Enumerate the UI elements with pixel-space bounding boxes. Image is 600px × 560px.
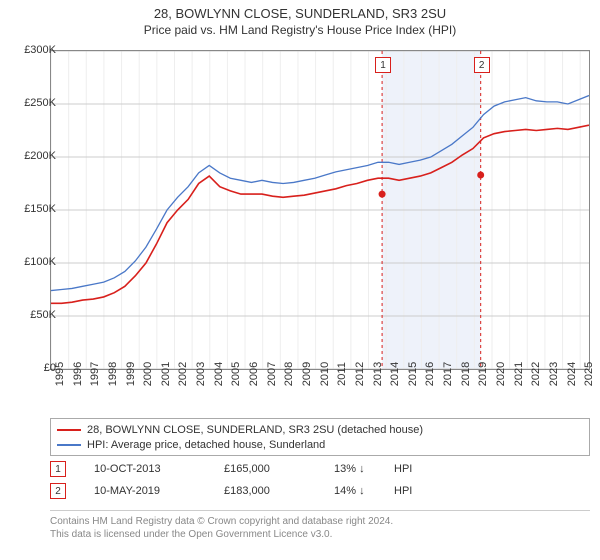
x-tick-label: 2024 (566, 362, 578, 386)
y-tick-label: £50K (30, 309, 56, 321)
x-tick-label: 2018 (460, 362, 472, 386)
chart-subtitle: Price paid vs. HM Land Registry's House … (0, 21, 600, 41)
x-tick-label: 2008 (283, 362, 295, 386)
event-row: 2 10-MAY-2019£183,00014% ↓HPI (50, 480, 590, 502)
x-tick-label: 2022 (530, 362, 542, 386)
x-tick-label: 2019 (477, 362, 489, 386)
legend-item: 28, BOWLYNN CLOSE, SUNDERLAND, SR3 2SU (… (57, 422, 583, 437)
event-date: 10-MAY-2019 (94, 485, 224, 497)
legend: 28, BOWLYNN CLOSE, SUNDERLAND, SR3 2SU (… (50, 418, 590, 456)
footer-line1: Contains HM Land Registry data © Crown c… (50, 515, 590, 528)
x-tick-label: 2025 (583, 362, 595, 386)
x-tick-label: 2004 (213, 362, 225, 386)
event-price: £165,000 (224, 463, 334, 475)
y-tick-label: £100K (24, 256, 56, 268)
x-tick-label: 2009 (301, 362, 313, 386)
x-tick-label: 2014 (389, 362, 401, 386)
marker-badge: 2 (474, 57, 490, 73)
event-row: 1 10-OCT-2013£165,00013% ↓HPI (50, 458, 590, 480)
legend-label: HPI: Average price, detached house, Sund… (87, 439, 325, 451)
y-tick-label: £300K (24, 44, 56, 56)
x-tick-label: 2000 (142, 362, 154, 386)
x-tick-label: 1998 (107, 362, 119, 386)
event-badge: 2 (50, 483, 66, 499)
event-badge: 1 (50, 461, 66, 477)
event-table: 1 10-OCT-2013£165,00013% ↓HPI 2 10-MAY-2019… (50, 458, 590, 502)
plot-svg (51, 51, 589, 369)
legend-item: HPI: Average price, detached house, Sund… (57, 437, 583, 452)
x-tick-label: 2003 (195, 362, 207, 386)
y-tick-label: £250K (24, 97, 56, 109)
x-tick-label: 2001 (160, 362, 172, 386)
chart-title: 28, BOWLYNN CLOSE, SUNDERLAND, SR3 2SU (0, 0, 600, 21)
x-tick-label: 2007 (266, 362, 278, 386)
x-tick-label: 2020 (495, 362, 507, 386)
x-tick-label: 2015 (407, 362, 419, 386)
y-tick-label: £200K (24, 150, 56, 162)
x-tick-label: 2006 (248, 362, 260, 386)
chart-container: 28, BOWLYNN CLOSE, SUNDERLAND, SR3 2SU P… (0, 0, 600, 560)
legend-swatch (57, 444, 81, 446)
legend-swatch (57, 429, 81, 431)
event-note: HPI (394, 485, 412, 497)
plot-area: 12 (50, 50, 590, 370)
event-note: HPI (394, 463, 412, 475)
x-tick-label: 2010 (319, 362, 331, 386)
event-pct: 14% ↓ (334, 485, 394, 497)
x-tick-label: 2012 (354, 362, 366, 386)
marker-badge: 1 (375, 57, 391, 73)
x-tick-label: 2016 (424, 362, 436, 386)
x-tick-label: 2005 (230, 362, 242, 386)
x-tick-label: 1997 (89, 362, 101, 386)
event-pct: 13% ↓ (334, 463, 394, 475)
legend-label: 28, BOWLYNN CLOSE, SUNDERLAND, SR3 2SU (… (87, 424, 423, 436)
x-tick-label: 1995 (54, 362, 66, 386)
event-date: 10-OCT-2013 (94, 463, 224, 475)
footer-line2: This data is licensed under the Open Gov… (50, 528, 590, 541)
x-tick-label: 2011 (336, 362, 348, 386)
x-tick-label: 1996 (72, 362, 84, 386)
x-tick-label: 2002 (177, 362, 189, 386)
y-tick-label: £150K (24, 203, 56, 215)
x-tick-label: 2023 (548, 362, 560, 386)
event-price: £183,000 (224, 485, 334, 497)
x-tick-label: 2017 (442, 362, 454, 386)
x-tick-label: 2013 (372, 362, 384, 386)
x-tick-label: 1999 (125, 362, 137, 386)
x-tick-label: 2021 (513, 362, 525, 386)
footer: Contains HM Land Registry data © Crown c… (50, 510, 590, 541)
